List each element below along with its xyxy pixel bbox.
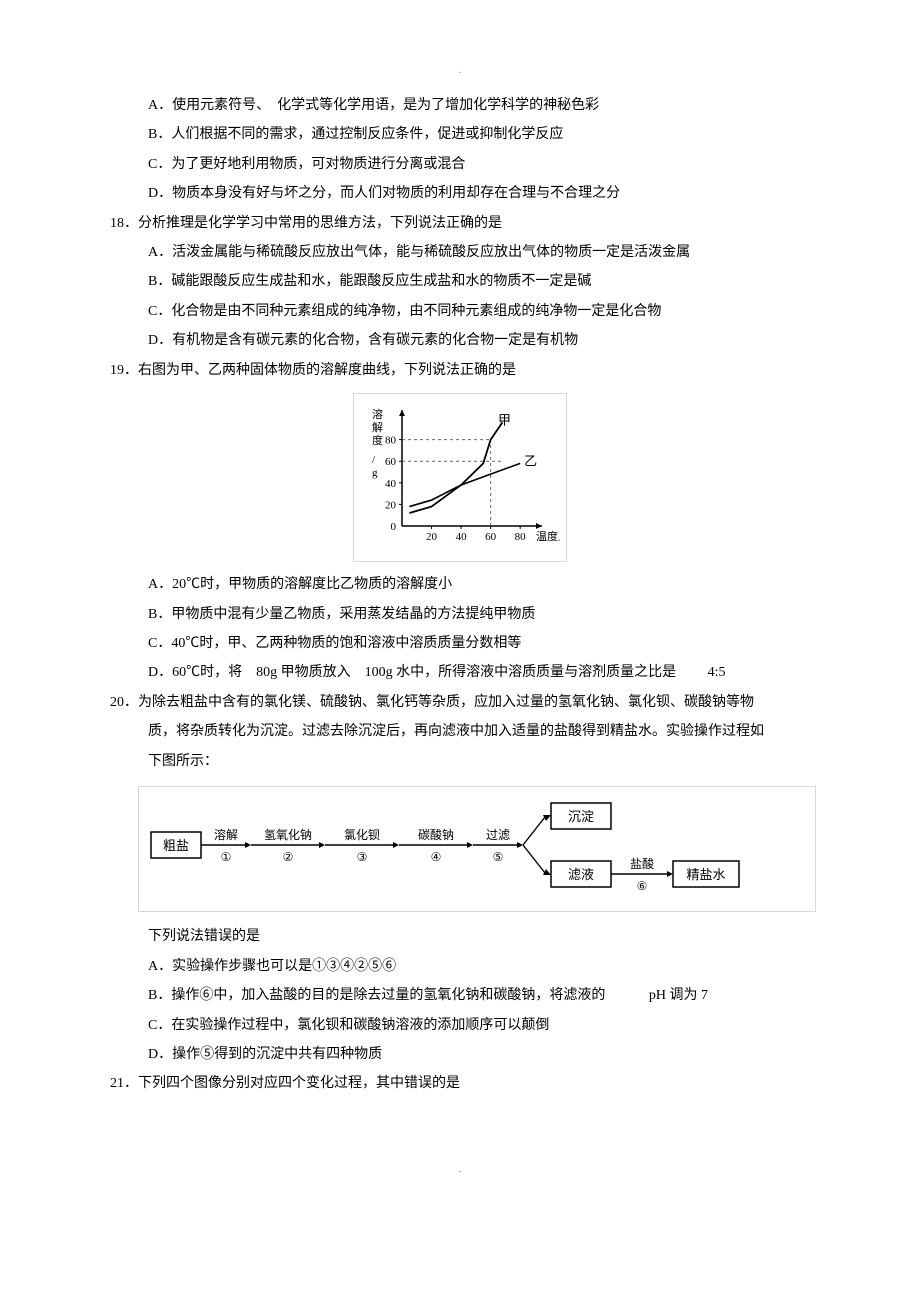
q19-option-b: B．甲物质中混有少量乙物质，采用蒸发结晶的方法提纯甲物质 <box>90 600 830 629</box>
svg-text:20: 20 <box>426 531 438 543</box>
svg-text:滤液: 滤液 <box>568 867 594 882</box>
svg-text:①: ① <box>221 850 232 864</box>
q17-option-a: A．使用元素符号、 化学式等化学用语，是为了增加化学科学的神秘色彩 <box>90 91 830 120</box>
page-footer-dot: . <box>90 1159 830 1180</box>
svg-text:80: 80 <box>385 435 397 447</box>
svg-text:温度／℃: 温度／℃ <box>536 529 560 543</box>
q21-stem-text: 下列四个图像分别对应四个变化过程，其中错误的是 <box>138 1076 460 1091</box>
svg-text:④: ④ <box>431 850 442 864</box>
q20-stem-line3: 下图所示： <box>90 747 830 776</box>
svg-text:粗盐: 粗盐 <box>163 838 189 853</box>
svg-text:乙: 乙 <box>524 453 537 468</box>
q19-option-a: A．20℃时，甲物质的溶解度比乙物质的溶解度小 <box>90 570 830 599</box>
svg-text:20: 20 <box>385 499 397 511</box>
q20-option-d: D．操作⑤得到的沉淀中共有四种物质 <box>90 1040 830 1069</box>
svg-text:碳酸钠: 碳酸钠 <box>418 827 454 842</box>
svg-text:溶解: 溶解 <box>214 827 238 842</box>
page-header-dot: . <box>90 60 830 81</box>
svg-text:⑥: ⑥ <box>637 879 648 892</box>
q20-b-main: B．操作⑥中，加入盐酸的目的是除去过量的氢氧化钠和碳酸钠，将滤液的 <box>148 988 605 1003</box>
q18-option-a: A．活泼金属能与稀硫酸反应放出气体，能与稀硫酸反应放出气体的物质一定是活泼金属 <box>90 238 830 267</box>
q19-stem-text: 右图为甲、乙两种固体物质的溶解度曲线，下列说法正确的是 <box>138 363 516 378</box>
flow-diagram: 粗盐 溶解 ① 氢氧化钠 ② 氯化钡 ③ 碳酸钠 ④ 过滤 ⑤ 沉淀滤液 盐酸 ⑥ 精盐水 <box>138 786 816 912</box>
svg-text:盐酸: 盐酸 <box>630 856 654 871</box>
q18-option-d: D．有机物是含有碳元素的化合物，含有碳元素的化合物一定是有机物 <box>90 326 830 355</box>
q17-option-d: D．物质本身没有好与坏之分，而人们对物质的利用却存在合理与不合理之分 <box>90 179 830 208</box>
q18-number: 18． <box>110 216 138 231</box>
svg-text:③: ③ <box>357 850 368 864</box>
q17-option-c: C．为了更好地利用物质，可对物质进行分离或混合 <box>90 150 830 179</box>
svg-text:40: 40 <box>385 478 397 490</box>
q18-option-b: B．碱能跟酸反应生成盐和水，能跟酸反应生成盐和水的物质不一定是碱 <box>90 267 830 296</box>
svg-text:0: 0 <box>391 521 397 533</box>
svg-text:氢氧化钠: 氢氧化钠 <box>264 827 312 842</box>
svg-text:过滤: 过滤 <box>486 828 510 842</box>
svg-text:甲: 甲 <box>498 412 511 427</box>
q19-d-ratio: 4:5 <box>708 665 726 680</box>
q19-option-c: C．40℃时，甲、乙两种物质的饱和溶液中溶质质量分数相等 <box>90 629 830 658</box>
q21-stem: 21．下列四个图像分别对应四个变化过程，其中错误的是 <box>90 1069 830 1098</box>
svg-text:解: 解 <box>372 420 383 434</box>
q20-b-ph: pH 调为 7 <box>649 988 708 1003</box>
svg-text:度: 度 <box>372 433 383 447</box>
svg-text:40: 40 <box>456 531 468 543</box>
svg-text:氯化钡: 氯化钡 <box>344 828 380 842</box>
svg-text:⑤: ⑤ <box>493 850 504 864</box>
svg-text:g: g <box>372 467 378 479</box>
q19-number: 19． <box>110 363 138 378</box>
solubility-chart: 0 20 40 60 80 20 40 60 80 甲乙 溶解度 /g 温度／℃ <box>353 393 567 562</box>
q21-number: 21． <box>110 1076 138 1091</box>
q20-number: 20． <box>110 695 138 710</box>
svg-text:80: 80 <box>515 531 527 543</box>
q20-post: 下列说法错误的是 <box>90 922 830 951</box>
q19-option-d: D．60℃时，将 80g 甲物质放入 100g 水中，所得溶液中溶质质量与溶剂质… <box>90 658 830 687</box>
svg-text:②: ② <box>283 850 294 864</box>
q20-option-a: A．实验操作步骤也可以是①③④②⑤⑥ <box>90 952 830 981</box>
svg-text:沉淀: 沉淀 <box>568 809 594 824</box>
svg-text:60: 60 <box>485 531 497 543</box>
q20-option-c: C．在实验操作过程中，氯化钡和碳酸钠溶液的添加顺序可以颠倒 <box>90 1011 830 1040</box>
q20-stem-line2: 质，将杂质转化为沉淀。过滤去除沉淀后，再向滤液中加入适量的盐酸得到精盐水。实验操… <box>90 717 830 746</box>
q19-stem: 19．右图为甲、乙两种固体物质的溶解度曲线，下列说法正确的是 <box>90 356 830 385</box>
q17-option-b: B．人们根据不同的需求，通过控制反应条件，促进或抑制化学反应 <box>90 120 830 149</box>
q20-stem: 20．为除去粗盐中含有的氯化镁、硫酸钠、氯化钙等杂质，应加入过量的氢氧化钠、氯化… <box>90 688 830 717</box>
svg-text:60: 60 <box>385 456 397 468</box>
svg-text:溶: 溶 <box>372 407 383 421</box>
q18-stem: 18．分析推理是化学学习中常用的思维方法，下列说法正确的是 <box>90 209 830 238</box>
q18-stem-text: 分析推理是化学学习中常用的思维方法，下列说法正确的是 <box>138 216 502 231</box>
svg-text:精盐水: 精盐水 <box>686 867 725 882</box>
q20-option-b: B．操作⑥中，加入盐酸的目的是除去过量的氢氧化钠和碳酸钠，将滤液的 pH 调为 … <box>90 981 830 1010</box>
q18-option-c: C．化合物是由不同种元素组成的纯净物，由不同种元素组成的纯净物一定是化合物 <box>90 297 830 326</box>
q20-stem-line1: 为除去粗盐中含有的氯化镁、硫酸钠、氯化钙等杂质，应加入过量的氢氧化钠、氯化钡、碳… <box>138 695 754 710</box>
svg-text:/: / <box>372 454 376 466</box>
q19-d-main: D．60℃时，将 80g 甲物质放入 100g 水中，所得溶液中溶质质量与溶剂质… <box>148 665 676 680</box>
